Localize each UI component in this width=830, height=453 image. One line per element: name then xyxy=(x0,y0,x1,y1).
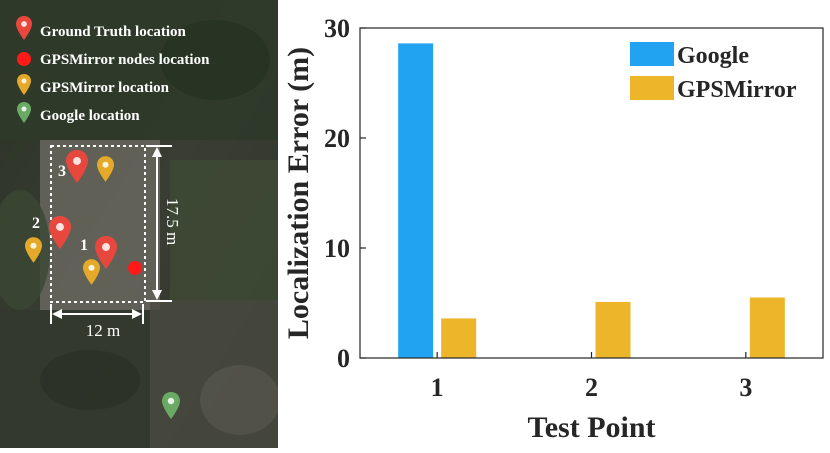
x-tick-label: 3 xyxy=(739,373,752,402)
x-tick-label: 1 xyxy=(431,373,444,402)
point-number: 2 xyxy=(32,215,40,232)
y-tick-label: 30 xyxy=(324,14,350,43)
test-point-2: 2 xyxy=(25,215,71,263)
bar-chart: 0 10 20 30 1 2 3 Localization Error (m) Test P… xyxy=(282,14,824,444)
satellite-map: Ground Truth location GPSMirror nodes lo… xyxy=(0,0,278,448)
bar-gpsmirror-1 xyxy=(441,318,477,358)
y-tick-label: 0 xyxy=(337,344,350,373)
height-dimension: 17.5 m xyxy=(146,145,182,302)
y-tick-label: 10 xyxy=(324,234,350,263)
test-point-3: 3 xyxy=(58,150,114,183)
test-point-1: 1 xyxy=(80,236,142,285)
legend-swatch-google xyxy=(630,42,674,66)
legend-label-google: Google xyxy=(677,43,749,69)
x-tick-label: 2 xyxy=(585,373,598,402)
y-axis-label: Localization Error (m) xyxy=(282,47,315,339)
legend-item-ground-truth: Ground Truth location xyxy=(16,16,187,40)
legend-label: GPSMirror location xyxy=(40,80,170,96)
x-axis-label: Test Point xyxy=(527,411,655,444)
map-panel: Ground Truth location GPSMirror nodes lo… xyxy=(0,0,278,448)
legend-item-google: Google location xyxy=(17,102,140,124)
map-legend: Ground Truth location GPSMirror nodes lo… xyxy=(16,16,210,124)
bar-gpsmirror-3 xyxy=(749,297,785,358)
bar-google-1 xyxy=(398,43,434,359)
plot-frame xyxy=(359,27,824,359)
bars xyxy=(398,43,785,359)
legend-item-gpsmirror: GPSMirror location xyxy=(17,74,170,96)
red-dot-icon xyxy=(128,261,142,275)
y-tick-label: 20 xyxy=(324,124,350,153)
height-label: 17.5 m xyxy=(163,198,182,245)
legend-swatch-gpsmirror xyxy=(630,76,674,100)
axis-ticks: 0 10 20 30 1 2 3 xyxy=(324,14,752,402)
legend-label: GPSMirror nodes location xyxy=(40,52,210,68)
red-dot-icon xyxy=(17,52,31,66)
legend-item-gpsmirror-nodes: GPSMirror nodes location xyxy=(17,52,210,68)
point-number: 3 xyxy=(58,163,66,180)
point-number: 1 xyxy=(80,237,88,254)
width-dimension: 12 m xyxy=(50,304,144,340)
legend-label: Ground Truth location xyxy=(40,24,187,40)
bar-gpsmirror-2 xyxy=(595,301,631,358)
chart-panel: 0 10 20 30 1 2 3 Localization Error (m) Test P… xyxy=(278,0,830,448)
legend-label-gpsmirror: GPSMirror xyxy=(677,77,797,103)
width-label: 12 m xyxy=(86,321,120,340)
chart-legend: Google GPSMirror xyxy=(630,42,797,103)
legend-label: Google location xyxy=(40,108,140,124)
